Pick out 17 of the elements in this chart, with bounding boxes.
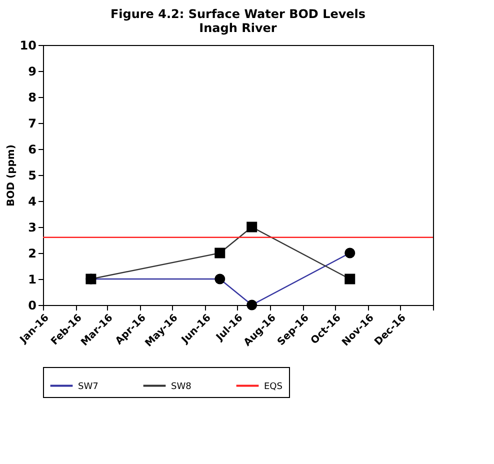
y-tick-label: 1 xyxy=(28,272,36,286)
chart-title: Figure 4.2: Surface Water BOD Levels xyxy=(110,7,366,21)
y-tick-label: 8 xyxy=(28,90,36,104)
y-tick-label: 3 xyxy=(28,220,36,234)
legend-label: EQS xyxy=(264,382,283,392)
y-tick-label: 6 xyxy=(28,142,36,156)
y-tick-label: 9 xyxy=(28,64,36,78)
y-tick-label: 10 xyxy=(20,38,36,52)
chart-subtitle: Inagh River xyxy=(199,21,277,35)
y-tick-label: 5 xyxy=(28,168,36,182)
y-tick-label: 4 xyxy=(28,194,36,208)
y-axis-title: BOD (ppm) xyxy=(6,144,17,206)
legend-label: SW8 xyxy=(171,382,192,392)
y-tick-label: 2 xyxy=(28,246,36,260)
y-tick-label: 7 xyxy=(28,116,36,130)
legend-label: SW7 xyxy=(78,382,98,392)
y-tick-label: 0 xyxy=(28,298,36,312)
